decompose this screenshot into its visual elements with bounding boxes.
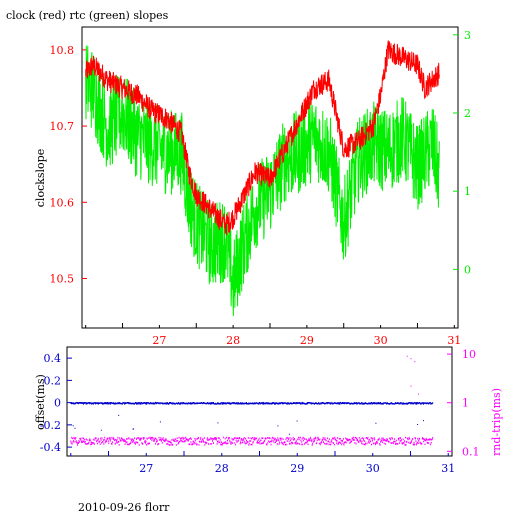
rndtrip-tick-label: 10 [462,348,476,361]
right-tick-label: 3 [464,29,471,42]
offset-x-tick-label: 28 [215,462,229,475]
left-tick-label: 10.8 [50,44,75,57]
right-tick-label: 1 [464,185,471,198]
offset-tick-label: 0 [54,397,61,410]
clock-slope-series-line [85,40,440,236]
offset-x-tick-label: 31 [441,462,455,475]
offset-tick-label: -0.4 [40,441,61,454]
left-axis-ticks: 10.5 10.6 10.7 10.8 [50,44,87,285]
offset-x-tick-label: 27 [139,462,153,475]
offset-x-axis-ticks: 27 28 29 30 31 [70,451,455,475]
rndtrip-series-points [70,436,434,446]
offset-series-points [70,401,434,405]
offset-outlier-points [72,414,424,435]
offset-tick-label: 0.4 [44,352,62,365]
right-tick-label: 2 [464,107,471,120]
right-tick-label: 0 [464,263,471,276]
offset-tick-label: -0.2 [40,419,61,432]
left-tick-label: 10.6 [50,196,75,209]
slopes-panel: clockslope 10.5 10.6 10.7 10.8 0 1 2 3 27 28 29 3… [34,26,471,347]
rndtrip-axis-ticks: 0.1 1 10 [447,348,480,458]
rtc-slope-series-line [85,45,440,317]
rndtrip-y-axis-label: rnd-trip(ms) [490,388,503,456]
right-axis-ticks: 0 1 2 3 [453,29,471,276]
x-tick-label: 31 [447,334,461,347]
x-tick-label: 28 [226,334,240,347]
left-tick-label: 10.5 [50,272,75,285]
offset-y-axis-label: offset(ms) [34,374,47,430]
rndtrip-tick-label: 1 [462,397,469,410]
x-tick-label: 27 [152,334,166,347]
x-tick-label: 30 [374,334,388,347]
offset-tick-label: 0.2 [44,374,62,387]
rndtrip-tick-label: 0.1 [462,445,480,458]
offset-x-tick-label: 30 [366,462,380,475]
chart-title: clock (red) rtc (green) slopes [6,9,169,22]
x-axis-ticks: 27 28 29 30 31 [85,323,461,347]
offset-x-tick-label: 29 [290,462,304,475]
offset-panel: offset(ms) rnd-trip(ms) -0.4-0.200.20.4 … [34,346,503,475]
left-tick-label: 10.7 [50,120,75,133]
rndtrip-outlier-points [406,355,419,395]
offset-axis-ticks: -0.4 -0.2 0 0.2 0.4 [40,352,72,454]
slopes-y-axis-label: clockslope [34,149,47,207]
x-tick-label: 29 [300,334,314,347]
footer-date-label: 2010-09-26 florr [78,501,170,512]
